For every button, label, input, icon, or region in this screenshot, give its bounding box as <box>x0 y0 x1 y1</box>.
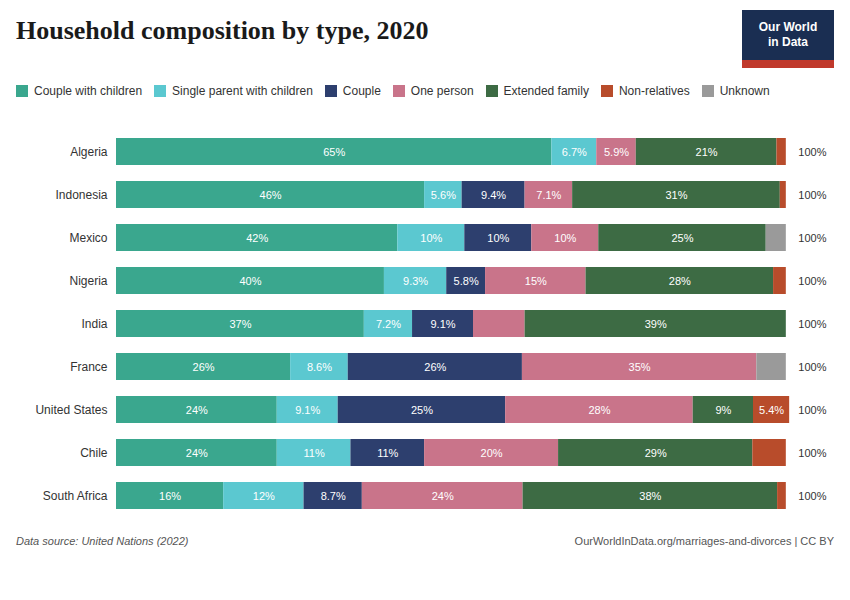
svg-text:9.4%: 9.4% <box>481 189 506 201</box>
svg-text:100%: 100% <box>798 189 826 201</box>
svg-text:India: India <box>81 317 107 331</box>
svg-text:24%: 24% <box>186 404 208 416</box>
svg-text:100%: 100% <box>798 146 826 158</box>
html-text:Household composition by type,: Household composition by type, 2020 <box>16 16 429 45</box>
svg-text:12%: 12% <box>253 490 275 502</box>
svg-text:26%: 26% <box>424 361 446 373</box>
svg-text:9.1%: 9.1% <box>430 318 455 330</box>
svg-text:100%: 100% <box>798 275 826 287</box>
html-text:in Data: in Data <box>768 35 808 49</box>
html-text:Data source: United Nations (2: Data source: United Nations (2022) <box>16 535 189 547</box>
svg-text:29%: 29% <box>645 447 667 459</box>
html-text:Our World: Our World <box>758 20 818 34</box>
svg-text:100%: 100% <box>798 318 826 330</box>
svg-text:South Africa: South Africa <box>43 489 108 503</box>
svg-text:100%: 100% <box>798 490 826 502</box>
svg-text:39%: 39% <box>645 318 667 330</box>
svg-text:25%: 25% <box>671 232 693 244</box>
html-text:One person: One person <box>410 83 474 98</box>
html-text:Unknown: Unknown <box>719 83 770 98</box>
svg-text:United States: United States <box>35 403 107 417</box>
svg-text:15%: 15% <box>525 275 547 287</box>
svg-text:16%: 16% <box>159 490 181 502</box>
svg-text:100%: 100% <box>798 447 826 459</box>
svg-text:Chile: Chile <box>80 446 108 460</box>
svg-text:10%: 10% <box>554 232 576 244</box>
svg-text:Mexico: Mexico <box>69 231 107 245</box>
svg-text:21%: 21% <box>696 146 718 158</box>
svg-text:65%: 65% <box>323 146 345 158</box>
svg-text:11%: 11% <box>377 447 398 459</box>
svg-text:31%: 31% <box>665 189 687 201</box>
svg-text:10%: 10% <box>487 232 509 244</box>
svg-text:20%: 20% <box>481 447 503 459</box>
svg-text:France: France <box>70 360 108 374</box>
svg-text:37%: 37% <box>229 318 251 330</box>
svg-text:24%: 24% <box>186 447 208 459</box>
svg-text:35%: 35% <box>629 361 651 373</box>
svg-text:24%: 24% <box>432 490 454 502</box>
html-text:Couple: Couple <box>342 83 381 98</box>
svg-text:6.7%: 6.7% <box>562 146 587 158</box>
svg-text:100%: 100% <box>798 404 826 416</box>
svg-text:46%: 46% <box>260 189 282 201</box>
svg-text:9.3%: 9.3% <box>403 275 428 287</box>
svg-text:11%: 11% <box>303 447 324 459</box>
svg-text:100%: 100% <box>798 361 826 373</box>
svg-text:26%: 26% <box>193 361 215 373</box>
svg-text:5.6%: 5.6% <box>431 189 456 201</box>
svg-text:40%: 40% <box>239 275 261 287</box>
html-text:Single parent with children: Single parent with children <box>172 83 313 98</box>
svg-text:28%: 28% <box>669 275 691 287</box>
svg-text:5.8%: 5.8% <box>454 275 479 287</box>
svg-text:8.7%: 8.7% <box>321 490 346 502</box>
svg-text:8.6%: 8.6% <box>307 361 332 373</box>
svg-text:25%: 25% <box>411 404 433 416</box>
svg-text:38%: 38% <box>639 490 661 502</box>
svg-text:28%: 28% <box>588 404 610 416</box>
html-text:Couple with children: Couple with children <box>34 83 143 98</box>
svg-text:Indonesia: Indonesia <box>55 188 107 202</box>
html-text:Non-relatives: Non-relatives <box>619 83 690 98</box>
html-text:Extended family: Extended family <box>503 83 589 98</box>
html-text:OurWorldInData.org/marriages-a: OurWorldInData.org/marriages-and-divorce… <box>574 535 834 547</box>
svg-text:7.1%: 7.1% <box>536 189 561 201</box>
svg-text:Algeria: Algeria <box>70 145 108 159</box>
svg-text:9.1%: 9.1% <box>295 404 320 416</box>
svg-text:Nigeria: Nigeria <box>69 274 107 288</box>
svg-text:5.9%: 5.9% <box>604 146 629 158</box>
svg-text:5.4%: 5.4% <box>759 404 784 416</box>
svg-text:100%: 100% <box>798 232 826 244</box>
svg-text:10%: 10% <box>420 232 442 244</box>
svg-text:9%: 9% <box>715 404 731 416</box>
svg-text:7.2%: 7.2% <box>376 318 401 330</box>
svg-text:42%: 42% <box>246 232 268 244</box>
